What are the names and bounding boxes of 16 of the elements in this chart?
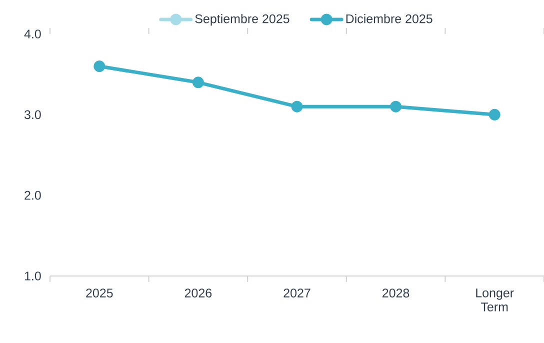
x-tick-label: 2027 <box>284 288 310 298</box>
x-tick-label: 2028 <box>382 288 410 298</box>
x-tick-label: 2026 <box>184 288 212 298</box>
y-tick-label: 2.0 <box>24 190 41 200</box>
y-tick-label: 3.0 <box>24 110 41 120</box>
legend-label: Diciembre 2025 <box>346 14 432 24</box>
point <box>94 60 106 72</box>
x-tick-label: 2025 <box>86 288 113 298</box>
point <box>390 100 402 112</box>
y-tick-label: 4.0 <box>24 30 41 38</box>
point <box>488 108 500 120</box>
legend-label: Septiembre 2025 <box>195 14 290 26</box>
point <box>291 100 303 112</box>
x-tick-label: Longer Term <box>476 288 514 312</box>
y-tick-label: 1.0 <box>24 272 41 280</box>
point <box>192 76 204 88</box>
